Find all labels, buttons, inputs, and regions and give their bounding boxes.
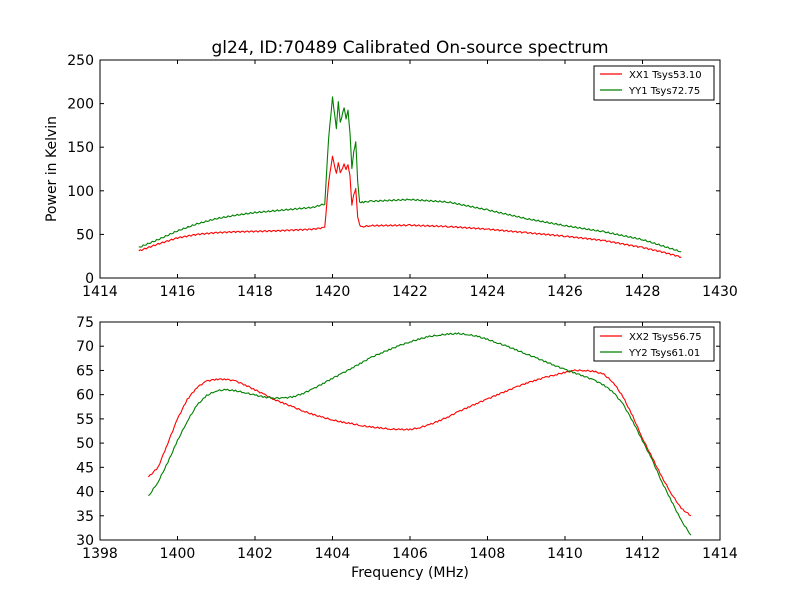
x-tick-label: 1412 bbox=[625, 546, 661, 562]
y-tick-label: 100 bbox=[67, 184, 94, 200]
x-tick-label: 1414 bbox=[702, 546, 738, 562]
x-tick-label: 1418 bbox=[237, 284, 273, 300]
x-axis-label: Frequency (MHz) bbox=[351, 565, 469, 581]
x-tick-label: 1428 bbox=[625, 284, 661, 300]
y-tick-label: 30 bbox=[76, 533, 94, 549]
top-chart-ticks: 1414 1416 1418 1420 1422 1424 1426 1428 1430 0 50 1… bbox=[67, 53, 738, 300]
y-tick-label: 50 bbox=[76, 227, 94, 243]
series-line-yy2 bbox=[148, 332, 692, 536]
top-chart-lines bbox=[138, 96, 682, 258]
bottom-chart-ticks: 1398 1400 1402 1404 1406 1408 1410 1412 1414 30 35… bbox=[76, 315, 738, 562]
legend-label-yy1: YY1 Tsys72.75 bbox=[628, 86, 700, 97]
top-chart-panel: 1414 1416 1418 1420 1422 1424 1426 1428 1430 0 50 1… bbox=[44, 38, 738, 300]
y-tick-label: 150 bbox=[67, 140, 94, 156]
series-line-xx1 bbox=[138, 155, 682, 258]
y-tick-label: 0 bbox=[85, 271, 94, 287]
legend-label-xx1: XX1 Tsys53.10 bbox=[629, 70, 702, 81]
series-line-xx2 bbox=[147, 369, 692, 517]
y-tick-label: 60 bbox=[76, 388, 94, 404]
y-tick-label: 45 bbox=[76, 460, 94, 476]
y-tick-label: 40 bbox=[76, 485, 94, 501]
y-tick-label: 70 bbox=[76, 339, 94, 355]
y-tick-label: 250 bbox=[67, 53, 94, 69]
bottom-chart-panel: 1398 1400 1402 1404 1406 1408 1410 1412 1414 30 35… bbox=[76, 315, 738, 581]
x-tick-label: 1416 bbox=[160, 284, 196, 300]
x-tick-label: 1420 bbox=[315, 284, 351, 300]
bottom-legend-box bbox=[593, 326, 715, 362]
x-tick-label: 1424 bbox=[470, 284, 506, 300]
y-tick-label: 65 bbox=[76, 363, 94, 379]
x-tick-label: 1398 bbox=[82, 546, 118, 562]
legend-label-xx2: XX2 Tsys56.75 bbox=[629, 332, 702, 343]
y-tick-label: 50 bbox=[76, 436, 94, 452]
top-legend: XX1 Tsys53.10 YY1 Tsys72.75 bbox=[593, 65, 715, 101]
x-tick-label: 1430 bbox=[702, 284, 738, 300]
chart-title: gl24, ID:70489 Calibrated On-source spec… bbox=[211, 38, 608, 58]
x-tick-label: 1400 bbox=[160, 546, 196, 562]
x-tick-label: 1414 bbox=[82, 284, 118, 300]
x-tick-label: 1406 bbox=[392, 546, 428, 562]
series-line-yy1 bbox=[138, 96, 682, 253]
y-tick-label: 200 bbox=[67, 97, 94, 113]
y-tick-label: 35 bbox=[76, 509, 94, 525]
y-tick-label: 75 bbox=[76, 315, 94, 331]
x-tick-label: 1410 bbox=[547, 546, 583, 562]
legend-label-yy2: YY2 Tsys61.01 bbox=[628, 348, 700, 359]
x-tick-label: 1426 bbox=[547, 284, 583, 300]
y-tick-label: 55 bbox=[76, 412, 94, 428]
top-y-axis-label: Power in Kelvin bbox=[44, 116, 60, 222]
x-tick-label: 1408 bbox=[470, 546, 506, 562]
top-legend-box bbox=[593, 65, 715, 101]
x-tick-label: 1402 bbox=[237, 546, 273, 562]
bottom-legend: XX2 Tsys56.75 YY2 Tsys61.01 bbox=[593, 326, 715, 362]
x-tick-label: 1422 bbox=[392, 284, 428, 300]
bottom-chart-lines bbox=[147, 332, 692, 536]
x-tick-label: 1404 bbox=[315, 546, 351, 562]
